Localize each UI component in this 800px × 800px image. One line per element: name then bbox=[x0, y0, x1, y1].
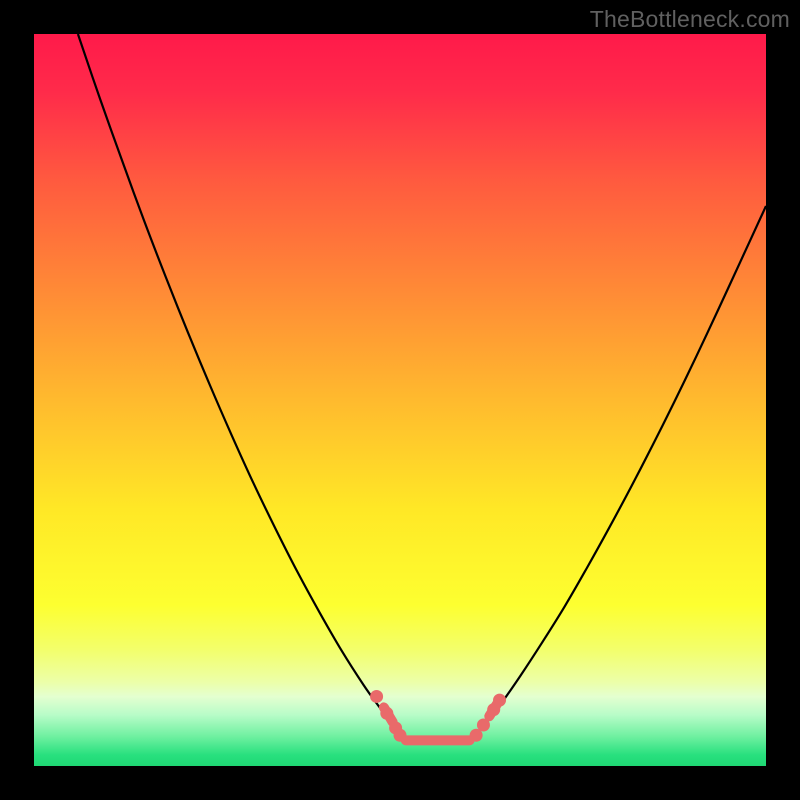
watermark-text: TheBottleneck.com bbox=[590, 6, 790, 33]
left-curve bbox=[78, 34, 390, 721]
right-curve bbox=[488, 206, 766, 721]
curve-layer bbox=[34, 34, 766, 766]
plot-area bbox=[34, 34, 766, 766]
chart-frame: TheBottleneck.com bbox=[0, 0, 800, 800]
